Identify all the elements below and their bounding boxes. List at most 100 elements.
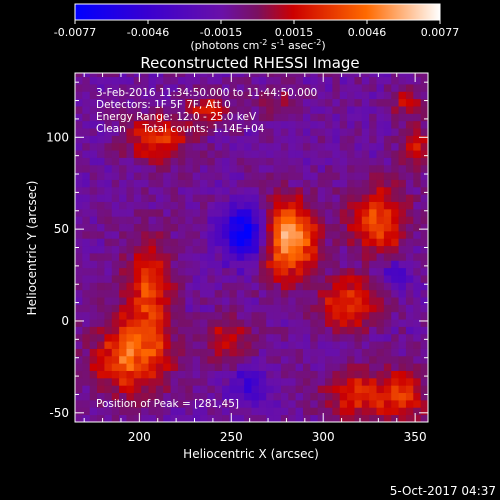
heatmap-pixel [295,297,304,305]
heatmap-pixel [251,311,260,320]
heatmap-pixel [155,377,164,386]
heatmap-pixel [192,414,201,422]
heatmap-pixel [413,179,422,188]
heatmap-pixel [82,120,91,129]
heatmap-pixel [170,253,179,261]
heatmap-pixel [383,407,392,416]
heatmap-pixel [222,164,230,173]
heatmap-pixel [133,341,142,349]
heatmap-pixel [420,164,428,173]
heatmap-pixel [133,275,142,283]
heatmap-pixel [170,84,179,92]
heatmap-pixel [280,392,289,401]
heatmap-pixel [207,135,216,144]
heatmap-pixel [398,370,407,379]
heatmap-pixel [207,392,216,401]
heatmap-pixel [133,311,142,320]
heatmap-pixel [244,304,252,313]
heatmap-pixel [391,282,399,291]
heatmap-pixel [339,289,348,298]
heatmap-pixel [273,142,282,151]
heatmap-pixel [354,91,363,100]
heatmap-pixel [258,135,267,144]
heatmap-pixel [317,91,326,100]
heatmap-pixel [266,76,274,85]
heatmap-pixel [295,84,304,92]
heatmap-pixel [361,341,370,349]
heatmap-pixel [405,135,414,144]
heatmap-pixel [82,238,91,247]
heatmap-pixel [317,407,326,416]
heatmap-pixel [280,333,289,342]
heatmap-pixel [273,150,282,158]
heatmap-pixel [200,341,208,349]
heatmap-pixel [200,392,208,401]
heatmap-pixel [229,245,238,254]
heatmap-pixel [214,186,223,195]
heatmap-pixel [163,385,171,394]
heatmap-pixel [398,297,407,305]
heatmap-pixel [75,120,83,129]
heatmap-pixel [236,150,245,158]
heatmap-pixel [251,245,260,254]
heatmap-pixel [126,91,135,100]
heatmap-pixel [82,150,91,158]
heatmap-pixel [192,385,201,394]
heatmap-pixel [148,91,157,100]
heatmap-pixel [163,76,171,85]
heatmap-pixel [119,333,127,342]
heatmap-pixel [413,385,422,394]
heatmap-pixel [354,208,363,217]
heatmap-pixel [317,142,326,151]
heatmap-pixel [420,355,428,364]
heatmap-pixel [126,341,135,349]
heatmap-pixel [361,275,370,283]
heatmap-pixel [413,84,422,92]
heatmap-pixel [295,208,304,217]
heatmap-pixel [155,106,164,114]
heatmap-pixel [75,275,83,283]
heatmap-pixel [222,355,230,364]
heatmap-pixel [82,341,91,349]
heatmap-pixel [222,194,230,202]
heatmap-pixel [325,311,333,320]
heatmap-pixel [413,363,422,371]
heatmap-pixel [126,260,135,269]
heatmap-pixel [317,216,326,225]
heatmap-pixel [177,304,186,313]
heatmap-pixel [177,348,186,357]
heatmap-pixel [155,120,164,129]
heatmap-pixel [302,267,311,276]
heatmap-pixel [236,172,245,180]
heatmap-pixel [383,253,392,261]
heatmap-pixel [177,355,186,364]
heatmap-pixel [97,399,105,408]
heatmap-pixel [391,208,399,217]
heatmap-pixel [354,348,363,357]
annotation-energy-range: Energy Range: 12.0 - 25.0 keV [96,111,257,123]
heatmap-pixel [347,172,355,180]
heatmap-pixel [192,230,201,239]
heatmap-pixel [420,201,428,210]
heatmap-pixel [82,275,91,283]
heatmap-pixel [354,407,363,416]
heatmap-pixel [339,84,348,92]
heatmap-pixel [229,260,238,269]
heatmap-pixel [251,363,260,371]
heatmap-pixel [376,73,385,78]
heatmap-pixel [288,150,297,158]
heatmap-pixel [148,142,157,151]
heatmap-pixel [148,73,157,78]
heatmap-pixel [405,289,414,298]
heatmap-pixel [310,135,319,144]
heatmap-pixel [104,363,113,371]
heatmap-pixel [258,157,267,166]
heatmap-pixel [207,385,216,394]
heatmap-pixel [280,106,289,114]
heatmap-pixel [89,120,98,129]
heatmap-pixel [354,84,363,92]
heatmap-pixel [332,84,341,92]
heatmap-pixel [325,201,333,210]
heatmap-pixel [376,135,385,144]
heatmap-pixel [133,238,142,247]
